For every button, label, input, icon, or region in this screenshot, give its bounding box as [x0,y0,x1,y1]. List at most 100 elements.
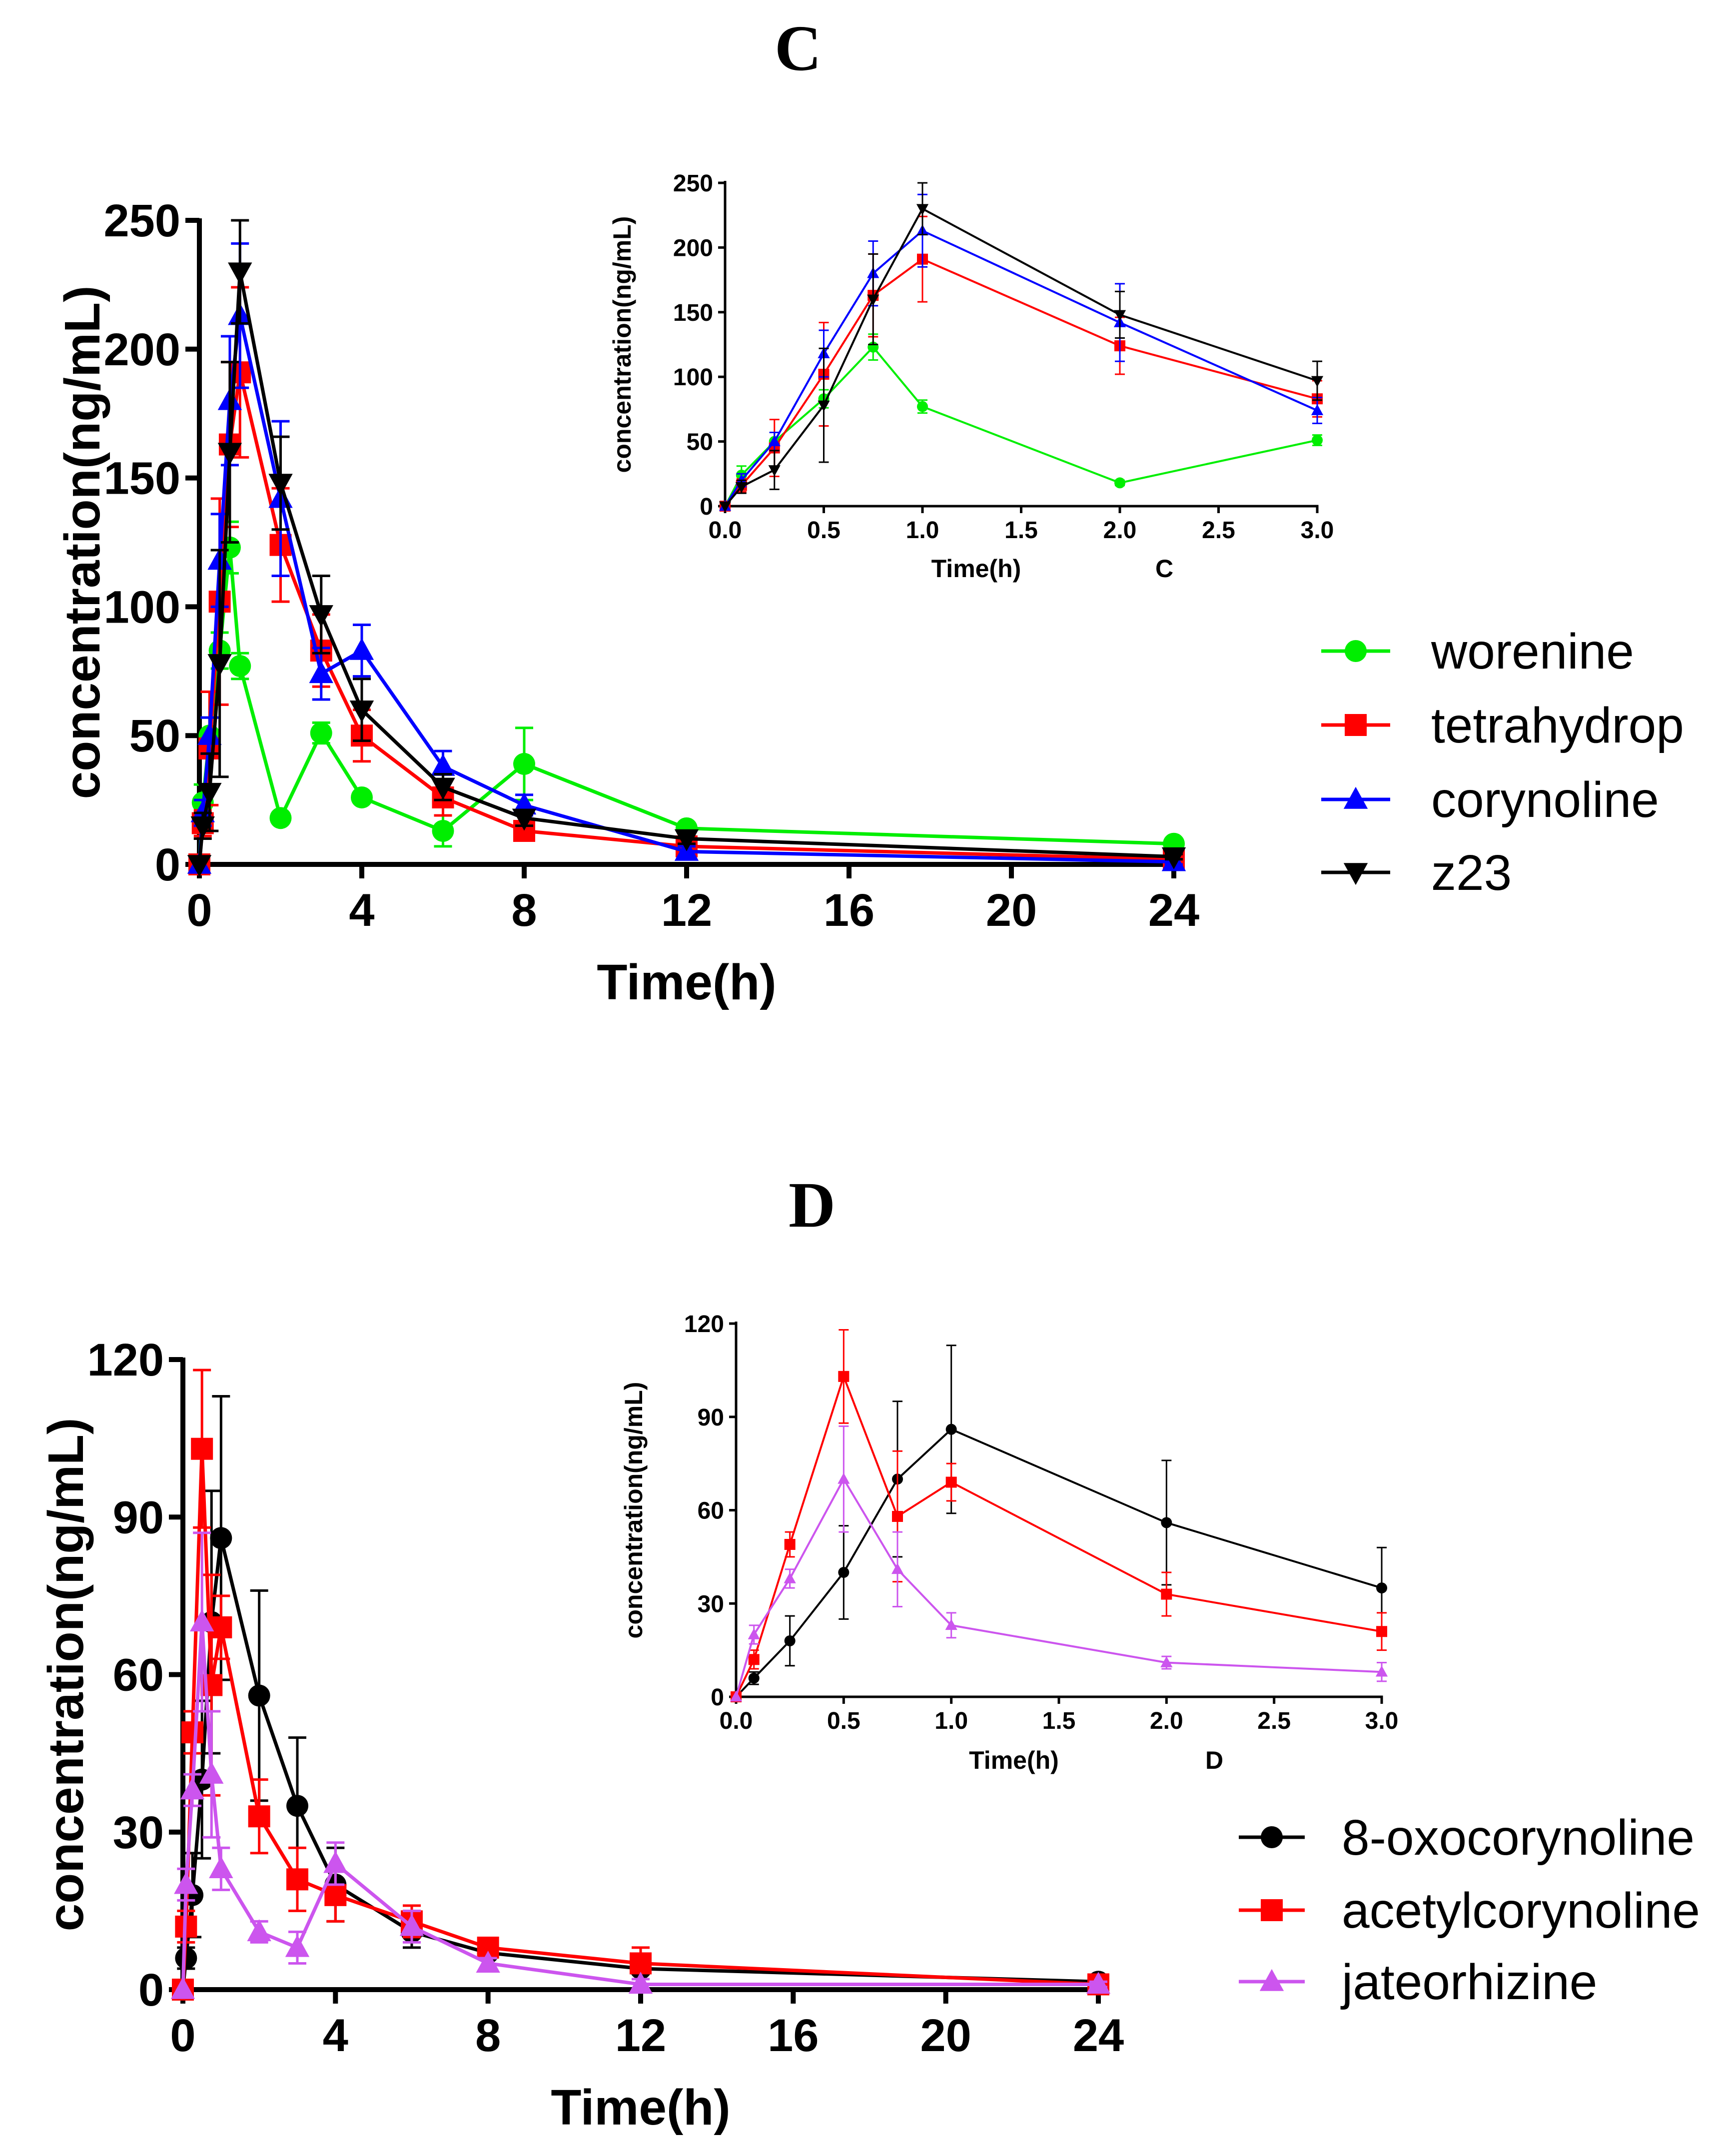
x-tick-label: 2.0 [1103,517,1137,544]
data-point [1312,435,1323,446]
data-point [174,1872,198,1894]
legend-label: worenine [1431,624,1634,680]
data-point [268,474,293,496]
data-point [197,782,222,805]
data-point [323,1851,348,1873]
legend-marker [1343,786,1368,809]
y-tick-label: 0 [711,1684,724,1711]
data-point [630,1952,652,1975]
x-tick-label: 0 [170,2010,195,2061]
y-tick-label: 250 [673,170,713,197]
series-jateorhizine [170,1531,1111,1999]
data-point [309,605,333,628]
series-line [724,229,1318,507]
data-point [891,1563,904,1574]
y-tick-label: 30 [113,1807,164,1858]
legend-entry-z23: z23 [1321,845,1512,901]
data-point [431,753,455,776]
data-point [513,752,535,775]
legend-label: corynoline [1431,772,1659,828]
x-tick-label: 20 [986,885,1037,936]
legend-entry-tetrahydrop: tetrahydrop [1321,698,1684,753]
x-tick-label: 1.0 [934,1708,968,1734]
x-tick-label: 20 [920,2010,971,2061]
data-point [719,501,732,513]
x-tick-label: 0.0 [720,1708,753,1734]
series-line [735,1478,1382,1697]
x-tick-label: 12 [661,885,712,936]
legend-entry-8-oxocorynoline: 8-oxocorynoline [1239,1810,1695,1866]
data-point [1376,1582,1387,1594]
series-acetylcorynoline [172,1369,1109,2001]
data-point [187,855,212,877]
data-point [1161,1588,1172,1600]
panel-title-c: C [775,12,822,84]
data-point [628,1972,653,1994]
data-point [210,1616,232,1638]
y-tick-label: 100 [673,364,713,391]
data-point [349,638,374,660]
data-point [784,1635,796,1646]
x-tick-label: 24 [1148,885,1199,936]
data-point [247,1919,271,1942]
data-point [197,722,222,745]
data-point [207,654,232,677]
y-tick-label: 200 [104,324,181,375]
legend-entry-corynoline: corynoline [1321,772,1659,828]
legend-marker [1261,1826,1283,1848]
data-point [735,482,748,493]
legend-label: acetylcorynoline [1342,1883,1700,1939]
series-line [724,346,1318,507]
y-axis-label: concentration(ng/mL) [608,216,636,473]
x-axis-label: Time(h) [551,2080,730,2136]
legend-label: z23 [1431,845,1512,901]
data-point [1114,477,1125,489]
data-point [1113,310,1126,321]
y-tick-label: 120 [87,1335,164,1386]
y-axis-label: concentration(ng/mL) [54,286,110,799]
y-tick-label: 60 [698,1498,724,1524]
series-line [724,207,1318,507]
y-tick-label: 50 [687,429,713,456]
legend-marker [1345,714,1367,736]
data-point [228,262,252,285]
panel-title-d: D [789,1169,836,1241]
data-point [748,1654,760,1665]
x-tick-label: 24 [1073,2010,1124,2061]
data-point [838,1472,850,1484]
data-point [285,1935,310,1957]
data-point [1311,376,1324,387]
data-point [217,443,242,465]
data-point [945,1476,957,1488]
y-axis-label: concentration(ng/mL) [38,1418,94,1932]
x-tick-label: 16 [768,2010,819,2061]
data-point [512,808,537,831]
x-axis-label: Time(h) [969,1746,1059,1774]
data-point [916,204,929,215]
data-point [229,655,251,677]
y-tick-label: 0 [700,494,713,520]
y-tick-label: 30 [698,1591,724,1617]
y-tick-label: 0 [155,839,180,890]
data-point [310,722,332,744]
data-point [838,1567,850,1578]
data-point [784,1538,796,1550]
data-point [476,1951,500,1973]
data-point [917,401,928,412]
data-point [199,1761,224,1784]
data-point [170,1977,195,1999]
chart-d-main: 0 30 60 90 120 0 4 8 12 16 20 24 concentration(ng/mL… [38,1335,1700,2136]
legend-marker [1343,863,1368,885]
y-tick-label: 150 [673,300,713,326]
data-point [730,1690,743,1702]
data-point [191,1437,213,1460]
y-tick-label: 90 [113,1492,164,1543]
inset-annotation: C [1155,555,1173,583]
data-point [189,1609,214,1632]
x-tick-label: 8 [511,885,537,936]
y-tick-label: 50 [129,711,180,761]
legend-entry-jateorhizine: jateorhizine [1239,1954,1597,2010]
data-point [431,777,455,800]
y-tick-label: 60 [113,1650,164,1701]
